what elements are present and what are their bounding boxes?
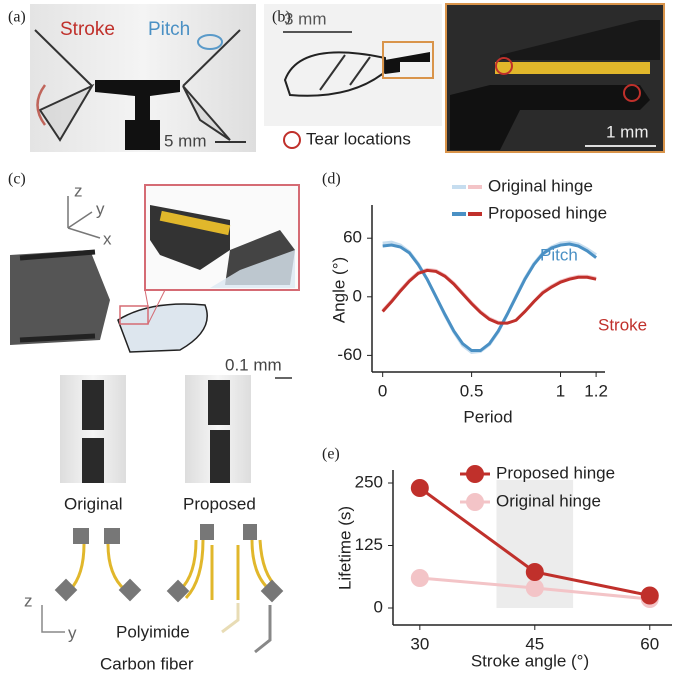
panel-label: (c): [8, 171, 26, 188]
panel-b: (b) 3 mm Tear locations 1 mm: [264, 4, 664, 152]
legend-label: Original hinge: [496, 491, 601, 510]
material-label: Carbon fiber: [100, 654, 194, 673]
axis-label: y: [68, 623, 77, 642]
marker: [411, 569, 429, 587]
axis-label: y: [96, 199, 105, 218]
x-tick-label: 30: [410, 634, 429, 653]
panel-c: (c) z y x 0.1 mm Original Proposed: [8, 171, 299, 674]
x-tick-label: 60: [640, 634, 659, 653]
x-axis-label: Stroke angle (°): [471, 651, 589, 670]
marker: [526, 563, 544, 581]
y-tick-label: 60: [343, 228, 362, 247]
scale-label: 3 mm: [284, 9, 327, 28]
marker: [526, 579, 544, 597]
panel-label: (d): [322, 171, 341, 188]
curve-stroke: [383, 270, 596, 323]
y-tick-label: 125: [355, 535, 383, 554]
scale-label: 5 mm: [164, 131, 207, 150]
hinge-piece: [210, 430, 230, 483]
legend-label: Tear locations: [306, 129, 411, 148]
legend-swatch: [466, 493, 484, 511]
hinge-piece: [208, 380, 230, 425]
legend-marker: [284, 132, 300, 148]
axis-label: x: [103, 229, 112, 248]
stroke-label: Stroke: [60, 19, 115, 40]
y-axis-label: Lifetime (s): [335, 506, 354, 590]
annotation: Stroke: [598, 315, 647, 334]
axis-label: z: [24, 591, 33, 610]
x-tick-label: 1: [556, 381, 565, 400]
legend-swatch: [466, 465, 484, 483]
x-tick-label: 0: [378, 381, 387, 400]
panel-label: (e): [322, 446, 340, 463]
x-tick-label: 1.2: [584, 381, 608, 400]
x-tick-label: 0.5: [460, 381, 484, 400]
y-tick-label: 0: [374, 597, 383, 616]
marker: [411, 479, 429, 497]
photo-label: Original: [64, 494, 123, 513]
legend-label: Original hinge: [488, 176, 593, 195]
photo-label: Proposed: [183, 494, 256, 513]
scale-label: 0.1 mm: [225, 355, 282, 374]
x-axis-label: Period: [463, 407, 512, 426]
y-tick-label: 0: [353, 286, 362, 305]
panel-label: (a): [8, 9, 26, 26]
marker: [641, 587, 659, 605]
figure: (a) Stroke Pitch 5 mm (b) 3 mm Tear loca…: [0, 0, 683, 679]
material-label: Polyimide: [116, 622, 190, 641]
x-tick-label: 45: [525, 634, 544, 653]
y-tick-label: 250: [355, 472, 383, 491]
legend-label: Proposed hinge: [496, 463, 615, 482]
y-axis-label: Angle (°): [329, 257, 348, 323]
axis-label: z: [74, 181, 83, 200]
motor: [10, 250, 110, 345]
annotation: Pitch: [540, 245, 578, 264]
polyimide: [495, 62, 650, 74]
legend-label: Proposed hinge: [488, 203, 607, 222]
panel-a: (a) Stroke Pitch 5 mm: [8, 4, 256, 152]
wing: [118, 304, 207, 352]
hinge-piece: [82, 380, 104, 430]
y-tick-label: -60: [337, 345, 362, 364]
scale-label: 1 mm: [606, 122, 649, 141]
pitch-label: Pitch: [148, 19, 190, 40]
hinge-piece: [82, 438, 104, 483]
